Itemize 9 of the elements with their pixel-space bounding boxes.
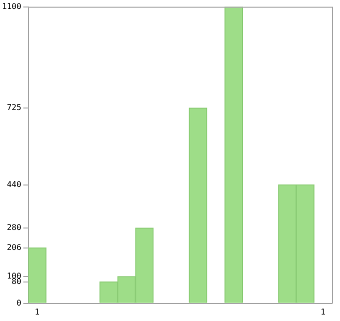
y-tick-label: 440: [6, 180, 22, 189]
y-tick-label: 0: [16, 298, 22, 308]
y-tick-label: 206: [6, 242, 22, 252]
y-tick-label: 80: [12, 276, 22, 286]
x-tick-label: 1: [34, 307, 40, 316]
y-tick-label: 725: [6, 102, 22, 112]
y-tick-label: 280: [6, 222, 22, 232]
y-tick-label: 1100: [2, 2, 22, 11]
x-tick-label: 1: [320, 307, 326, 316]
